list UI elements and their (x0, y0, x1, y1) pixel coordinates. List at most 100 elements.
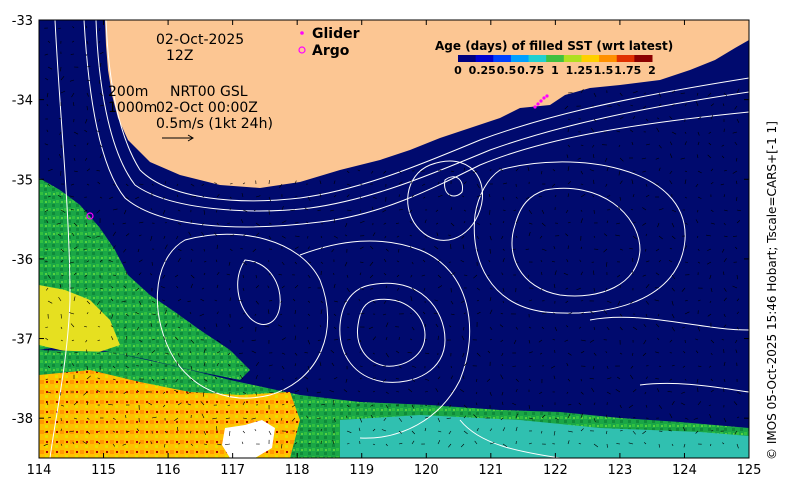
current-vector (60, 90, 66, 94)
current-vector (554, 326, 558, 332)
current-vector (723, 287, 727, 292)
current-vector (643, 339, 647, 345)
current-vector (528, 365, 531, 367)
current-vector (501, 391, 504, 396)
current-vector (475, 391, 478, 395)
current-vector (655, 272, 660, 276)
current-vector (606, 326, 610, 331)
current-vector (86, 65, 91, 68)
current-vector (632, 352, 634, 356)
current-vector (567, 440, 570, 445)
current-vector (734, 141, 738, 146)
current-vector (732, 170, 738, 174)
current-vector (316, 417, 322, 419)
current-vector (606, 365, 609, 369)
current-vector (567, 352, 572, 356)
current-vector (278, 273, 283, 276)
current-vector (723, 378, 726, 383)
vector-scale-label: 0.5m/s (1kt 24h) (156, 116, 273, 132)
current-vector (189, 311, 192, 315)
current-vector (683, 443, 686, 448)
current-vector (502, 209, 506, 211)
current-vector (723, 361, 726, 367)
current-vector (187, 300, 192, 302)
current-vector (60, 209, 66, 213)
current-vector (642, 207, 647, 211)
colorbar-title: Age (days) of filled SST (wrt latest) (435, 39, 673, 53)
current-vector (332, 439, 335, 445)
current-vector (216, 311, 219, 315)
current-vector (96, 130, 101, 133)
current-vector (448, 430, 452, 435)
current-vector (667, 391, 673, 393)
current-vector (201, 222, 205, 226)
current-vector (515, 235, 518, 238)
current-vector (539, 352, 543, 355)
current-vector (722, 442, 725, 445)
current-vector (736, 180, 738, 185)
current-vector (589, 377, 595, 380)
current-vector (488, 193, 491, 198)
current-vector (346, 404, 350, 408)
current-vector (476, 222, 480, 226)
current-vector (138, 300, 142, 305)
current-vector (112, 222, 115, 225)
current-vector (619, 313, 623, 317)
current-vector (343, 300, 348, 303)
current-vector (696, 101, 699, 107)
current-vector (408, 388, 413, 393)
current-vector (111, 313, 114, 319)
current-vector (554, 195, 557, 198)
current-vector (190, 443, 194, 446)
current-vector (709, 365, 712, 368)
current-vector (214, 232, 218, 237)
current-vector (86, 79, 91, 81)
current-vector (225, 443, 231, 445)
current-vector (487, 350, 491, 354)
current-vector (709, 274, 712, 280)
current-vector (370, 414, 374, 419)
current-vector (108, 403, 114, 406)
current-vector (281, 365, 285, 370)
current-vector (697, 170, 702, 174)
current-vector (527, 166, 530, 172)
current-vector (125, 272, 127, 276)
current-vector (629, 248, 634, 250)
current-vector (696, 378, 699, 384)
current-vector (251, 417, 257, 420)
current-vector (723, 388, 725, 393)
current-vector (216, 362, 219, 367)
current-vector (421, 274, 426, 277)
current-vector (463, 375, 465, 380)
current-vector (499, 324, 504, 328)
current-vector (515, 196, 518, 199)
current-vector (437, 274, 442, 279)
current-vector (370, 287, 374, 290)
current-vector (710, 168, 714, 172)
current-vector (645, 284, 650, 289)
current-vector (86, 40, 89, 45)
current-vector (619, 352, 623, 355)
current-vector (460, 260, 465, 263)
current-vector (151, 313, 156, 315)
current-vector (642, 352, 647, 357)
current-vector (645, 260, 650, 263)
current-vector (593, 352, 597, 356)
current-vector (227, 352, 231, 356)
current-vector (112, 430, 116, 433)
current-vector (424, 378, 430, 381)
current-vector (319, 180, 322, 185)
current-vector (150, 441, 153, 445)
current-vector (475, 378, 478, 382)
current-vector (214, 182, 218, 185)
current-vector (58, 118, 62, 120)
current-vector (294, 261, 297, 265)
current-vector (605, 183, 608, 187)
current-vector (242, 401, 246, 406)
x-tick-label: 115 (91, 463, 116, 478)
current-vector (98, 118, 101, 122)
current-vector (658, 103, 662, 107)
current-vector (306, 326, 309, 330)
current-vector (476, 311, 481, 315)
current-vector (697, 116, 702, 120)
